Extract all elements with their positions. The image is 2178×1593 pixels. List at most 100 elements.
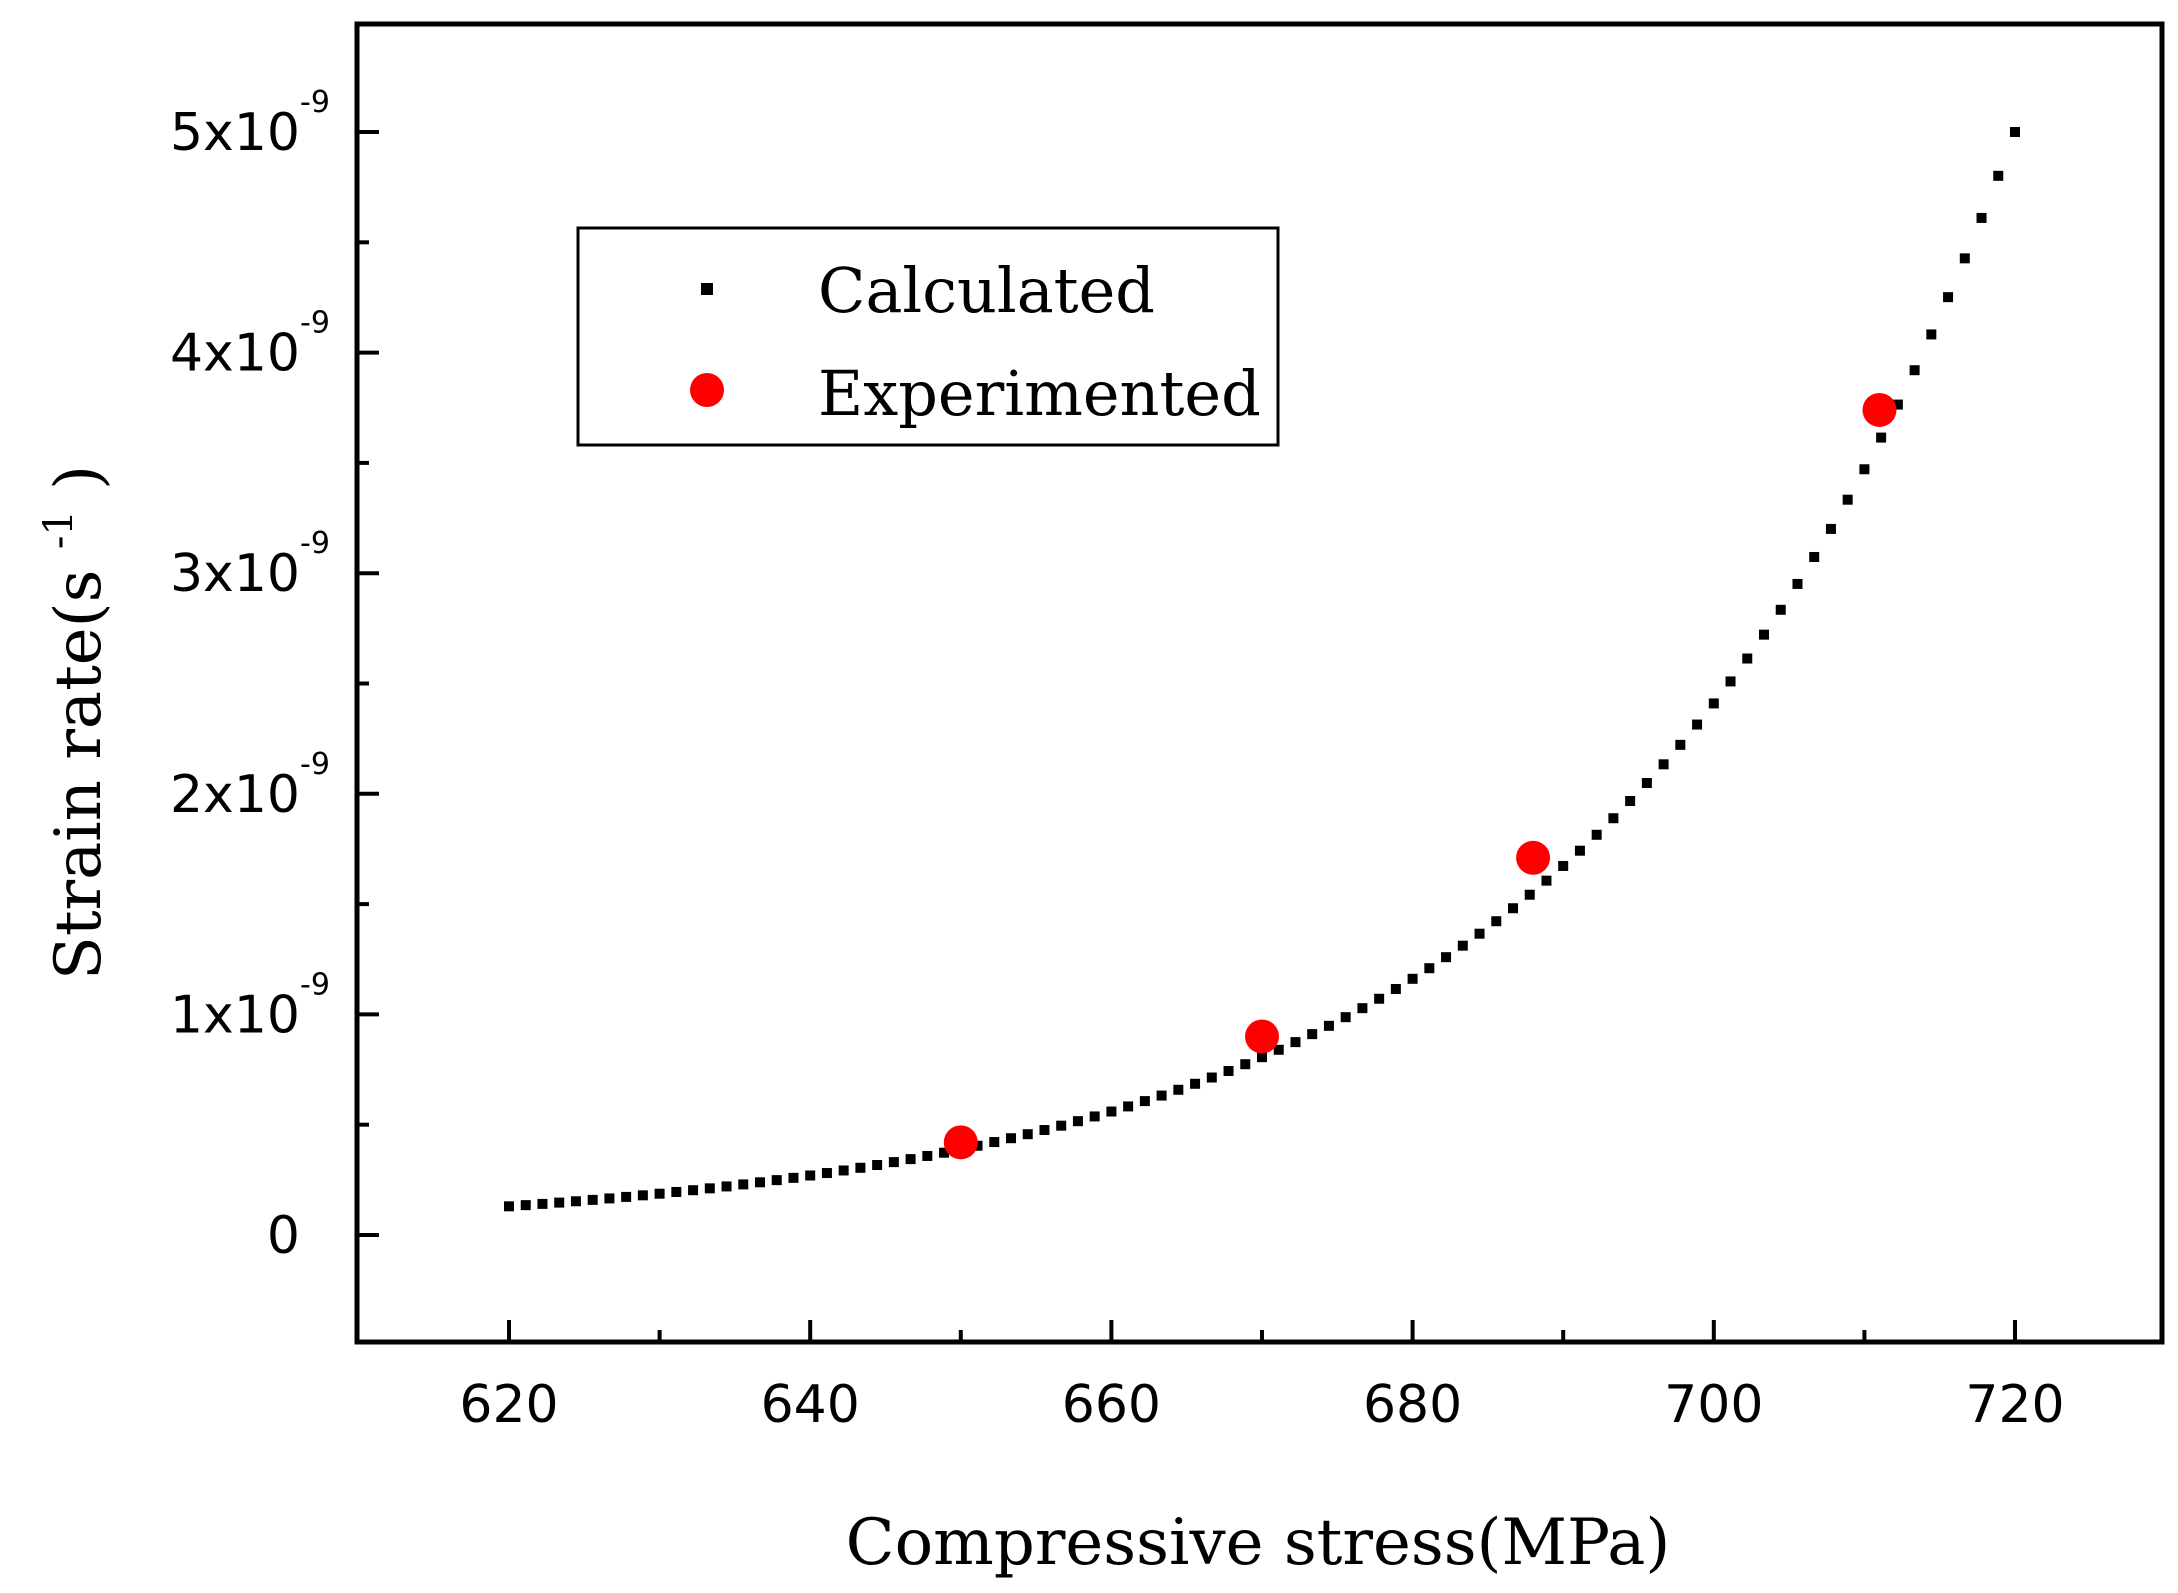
calculated-point [1591,829,1602,840]
calculated-point [1190,1078,1201,1089]
calculated-point [855,1162,866,1173]
calculated-point [1474,928,1485,939]
calculated-point [738,1179,749,1190]
legend-label-calculated: Calculated [818,254,1155,327]
calculated-point [1641,778,1652,789]
calculated-point [1374,993,1385,1004]
calculated-point [989,1137,1000,1148]
calculated-point [1775,604,1786,615]
calculated-point [1558,860,1569,871]
calculated-point [1976,212,1987,223]
calculated-point [570,1196,581,1207]
calculated-point [1022,1129,1033,1140]
calculated-point [1825,523,1836,534]
calculated-point [805,1170,816,1181]
calculated-point [821,1168,832,1179]
calculated-point [1524,889,1535,900]
legend-marker-experimented [690,373,724,407]
calculated-point [1859,464,1870,475]
x-tick-label: 660 [1062,1375,1161,1435]
calculated-point [972,1140,983,1151]
x-tick-label: 700 [1664,1375,1763,1435]
calculated-point [1089,1111,1100,1122]
calculated-point [2010,127,2020,137]
calculated-point [1072,1116,1083,1127]
y-axis-title-sup: -1 [36,510,82,549]
y-tick-label-exponent: -9 [300,526,330,561]
calculated-point [1323,1020,1334,1031]
calculated-point [1959,253,1970,264]
calculated-point [1993,170,2004,181]
calculated-point [637,1190,648,1201]
calculated-point [504,1201,514,1212]
calculated-point [721,1181,732,1192]
calculated-point [1340,1012,1351,1023]
calculated-point [1759,629,1769,640]
calculated-point [1658,759,1669,770]
y-tick-label: 0 [267,1206,300,1266]
series-experimented [943,392,1897,1160]
x-axis-ticks: 620 640 660 680 700 720 [459,1320,2065,1435]
calculated-point [1106,1106,1117,1117]
calculated-point [771,1175,782,1186]
calculated-point [1608,813,1619,824]
svg-text:Strain rate(s -1 ): Strain rate(s -1 ) [14,465,116,980]
calculated-point [1407,973,1418,984]
y-axis-title-main: Strain rate(s [42,570,116,981]
legend: Calculated Experimented [576,226,1280,447]
calculated-point [1842,494,1853,505]
calculated-point [1056,1120,1067,1131]
calculated-point [621,1191,632,1202]
series-calculated [504,127,2020,1212]
calculated-point [1206,1072,1217,1083]
calculated-point [654,1188,665,1199]
calculated-point [1006,1133,1016,1144]
calculated-point [671,1186,682,1197]
calculated-point [1909,365,1920,376]
experimented-point [1245,1019,1279,1054]
x-tick-label: 640 [761,1375,860,1435]
calculated-point [1943,292,1954,303]
calculated-point [1173,1084,1184,1095]
experimented-point [1862,392,1897,427]
experimented-point [943,1125,978,1160]
y-tick-label: 4x10 [170,324,300,384]
calculated-point [905,1154,916,1165]
x-axis-title: Compressive stress(MPa) [846,1506,1671,1580]
calculated-point [1273,1044,1284,1055]
calculated-point [1742,653,1753,664]
calculated-point [755,1177,765,1188]
calculated-point [520,1200,531,1211]
y-tick-label: 3x10 [170,544,300,604]
calculated-point [872,1160,883,1171]
calculated-point [1876,432,1887,443]
calculated-point [1039,1125,1050,1136]
calculated-point [922,1150,933,1161]
x-tick-label: 620 [459,1375,558,1435]
calculated-point [1675,739,1686,750]
y-tick-label-exponent: -9 [300,747,330,782]
calculated-point [1390,983,1401,994]
plot-frame [354,21,2165,1345]
calculated-point [1541,875,1552,886]
calculated-point [537,1198,548,1209]
calculated-point [1357,1003,1368,1014]
calculated-point [1441,952,1452,963]
legend-marker-calculated [701,283,713,295]
calculated-point [1692,719,1703,730]
calculated-point [1708,698,1719,709]
y-tick-label: 2x10 [170,765,300,825]
y-tick-label: 5x10 [170,103,300,163]
calculated-point [1892,399,1903,410]
calculated-point [688,1185,699,1196]
calculated-point [704,1183,715,1194]
calculated-point [888,1157,899,1168]
calculated-point [1809,551,1820,562]
calculated-point [604,1193,615,1204]
experimented-point [1516,840,1551,875]
legend-label-experimented: Experimented [818,357,1261,430]
calculated-point [1156,1090,1167,1101]
calculated-point [1457,940,1468,951]
